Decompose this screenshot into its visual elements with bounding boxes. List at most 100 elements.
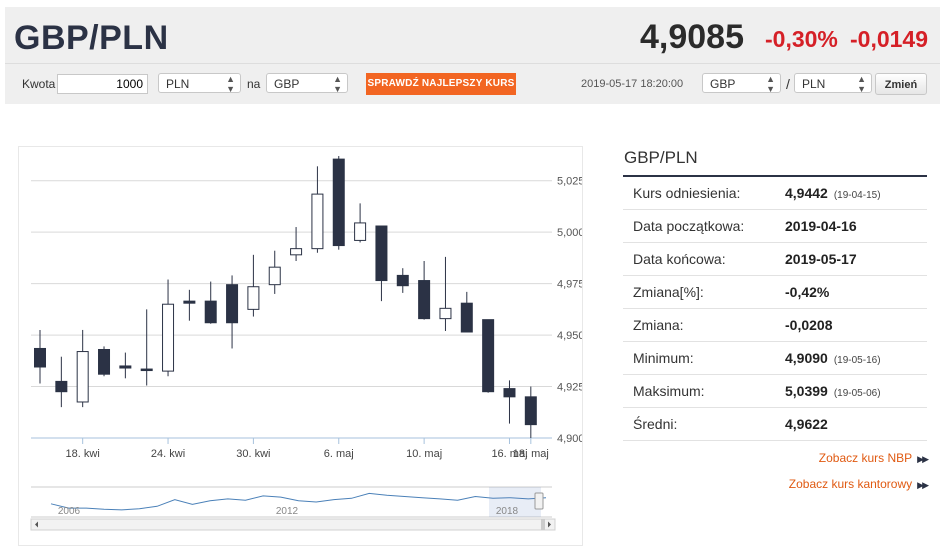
stats-row-label: Minimum: xyxy=(633,350,694,366)
amount-label: Kwota xyxy=(22,77,56,91)
stats-row: Zmiana: -0,0208 xyxy=(623,309,927,342)
converter-toolbar: Kwota PLN ▲▼ na GBP ▲▼ SPRAWDŹ NAJLEPSZY… xyxy=(5,63,940,105)
scroll-left-icon xyxy=(35,521,38,528)
pair-separator: / xyxy=(786,76,790,92)
from-currency-value: PLN xyxy=(166,77,190,91)
candle-body xyxy=(268,266,281,286)
base-currency-value: GBP xyxy=(710,77,736,91)
candle-body xyxy=(247,286,260,310)
candle-body xyxy=(332,158,345,247)
stats-row: Minimum: 4,9090 (19-05-16) xyxy=(623,342,927,375)
quote-currency-select[interactable]: PLN ▲ ▼ xyxy=(794,73,872,94)
double-chevron-right-icon: ▶▶ xyxy=(917,454,929,464)
stats-title: GBP/PLN xyxy=(623,140,927,177)
y-tick-label: 4,9250 xyxy=(557,382,582,394)
stats-panel: GBP/PLN Kurs odniesienia: 4,9442 (19-04-15… xyxy=(623,140,929,501)
scrollbar-thumb xyxy=(541,519,545,530)
best-rate-button[interactable]: SPRAWDŹ NAJLEPSZY KURS xyxy=(366,73,516,95)
quote-currency-value: PLN xyxy=(802,77,826,91)
x-tick-label: 30. kwi xyxy=(236,448,270,460)
candle-body xyxy=(482,319,495,393)
y-tick-label: 5,0000 xyxy=(557,227,582,239)
stats-row-value: 4,9622 xyxy=(785,416,828,432)
candle-body xyxy=(34,347,46,368)
exchange-office-rate-link[interactable]: Zobacz kurs kantorowy ▶▶ xyxy=(789,477,929,491)
stats-table: Kurs odniesienia: 4,9442 (19-04-15) Data po… xyxy=(623,177,927,441)
stats-row-value: 2019-05-17 xyxy=(785,251,857,267)
candle-body xyxy=(55,380,68,393)
x-tick-label: 6. maj xyxy=(324,448,354,460)
candle-body xyxy=(204,300,217,324)
stats-row-value-group: 2019-05-17 xyxy=(785,251,857,267)
change-percent: -0,30% xyxy=(765,26,838,52)
stats-row-value: 4,9442 xyxy=(785,185,828,201)
candle-body xyxy=(98,348,111,375)
stats-row: Kurs odniesienia: 4,9442 (19-04-15) xyxy=(623,177,927,210)
candle-body xyxy=(76,351,89,403)
candlestick-chart[interactable]: 5,0250 5,0000 4,9750 4,9500 4,9250 4,9000 18. … xyxy=(19,147,582,545)
candle-body xyxy=(418,280,431,320)
nbp-rate-link-label: Zobacz kurs NBP xyxy=(818,451,913,465)
stats-row: Średni: 4,9622 xyxy=(623,408,927,441)
candle-body xyxy=(354,222,367,241)
stats-row-value: 5,0399 xyxy=(785,383,828,399)
stats-row-label: Średni: xyxy=(633,416,678,432)
stats-row-label: Kurs odniesienia: xyxy=(633,185,741,201)
stats-row-value-group: 4,9622 xyxy=(785,416,828,432)
candle-body xyxy=(375,225,388,282)
stats-row: Data początkowa: 2019-04-16 xyxy=(623,210,927,243)
navigator-year-label: 2018 xyxy=(496,506,519,517)
stats-row-value-group: 4,9090 (19-05-16) xyxy=(785,350,881,366)
stats-row-date: (19-05-06) xyxy=(833,388,881,399)
scrollbar-track xyxy=(30,518,556,531)
navigator-series-line xyxy=(50,492,547,511)
change-pair-button[interactable]: Zmień xyxy=(875,73,927,95)
quote-timestamp: 2019-05-17 18:20:00 xyxy=(581,78,684,90)
stats-row-label: Data końcowa: xyxy=(633,251,726,267)
candle-body xyxy=(503,388,516,398)
to-label: na xyxy=(247,77,261,91)
stats-row-value: -0,0208 xyxy=(785,317,833,333)
nbp-rate-link[interactable]: Zobacz kurs NBP ▶▶ xyxy=(818,451,929,465)
candle-body xyxy=(311,193,324,250)
x-tick-label: 24. kwi xyxy=(151,448,185,460)
candle-body xyxy=(140,368,153,372)
pair-title: GBP/PLN xyxy=(14,19,169,57)
x-tick-label: 18. maj xyxy=(513,448,549,460)
double-chevron-right-icon: ▶▶ xyxy=(917,480,929,490)
candle-body xyxy=(119,365,132,369)
select-arrows-icon: ▲ ▼ xyxy=(333,74,342,94)
stats-row-label: Zmiana: xyxy=(633,317,684,333)
candle-body xyxy=(439,307,452,320)
navigator-year-label: 2006 xyxy=(58,506,81,517)
stats-row-value: 4,9090 xyxy=(785,350,828,366)
candle-body xyxy=(460,302,473,333)
stats-row-label: Zmiana[%]: xyxy=(633,284,704,300)
stats-row-date: (19-05-16) xyxy=(833,355,881,366)
chart-container: 5,0250 5,0000 4,9750 4,9500 4,9250 4,9000 18. … xyxy=(18,146,583,546)
stats-row-value-group: 4,9442 (19-04-15) xyxy=(785,185,881,201)
stats-row-label: Data początkowa: xyxy=(633,218,745,234)
amount-input[interactable] xyxy=(57,74,148,94)
stats-row-value-group: 5,0399 (19-05-06) xyxy=(785,383,881,399)
navigator-selection xyxy=(489,487,541,517)
y-tick-label: 4,9750 xyxy=(557,279,582,291)
candle-body xyxy=(162,303,175,372)
current-price: 4,9085 xyxy=(640,18,744,56)
to-currency-select[interactable]: GBP ▲ ▼ xyxy=(266,73,348,94)
base-currency-select[interactable]: GBP ▲ ▼ xyxy=(702,73,781,94)
x-tick-label: 18. kwi xyxy=(66,448,100,460)
to-currency-value: GBP xyxy=(274,77,300,91)
from-currency-select[interactable]: PLN ▲ ▼ xyxy=(158,73,241,94)
y-tick-label: 5,0250 xyxy=(557,176,582,188)
y-tick-label: 4,9500 xyxy=(557,330,582,342)
stats-row: Zmiana[%]: -0,42% xyxy=(623,276,927,309)
scroll-right-icon xyxy=(548,521,551,528)
navigator-year-label: 2012 xyxy=(276,506,299,517)
candle-body xyxy=(183,300,196,304)
stats-row-date: (19-04-15) xyxy=(833,190,881,201)
change-absolute: -0,0149 xyxy=(850,26,929,52)
candle-body xyxy=(524,396,537,426)
candle-body xyxy=(290,248,303,256)
stats-row-value: 2019-04-16 xyxy=(785,218,857,234)
